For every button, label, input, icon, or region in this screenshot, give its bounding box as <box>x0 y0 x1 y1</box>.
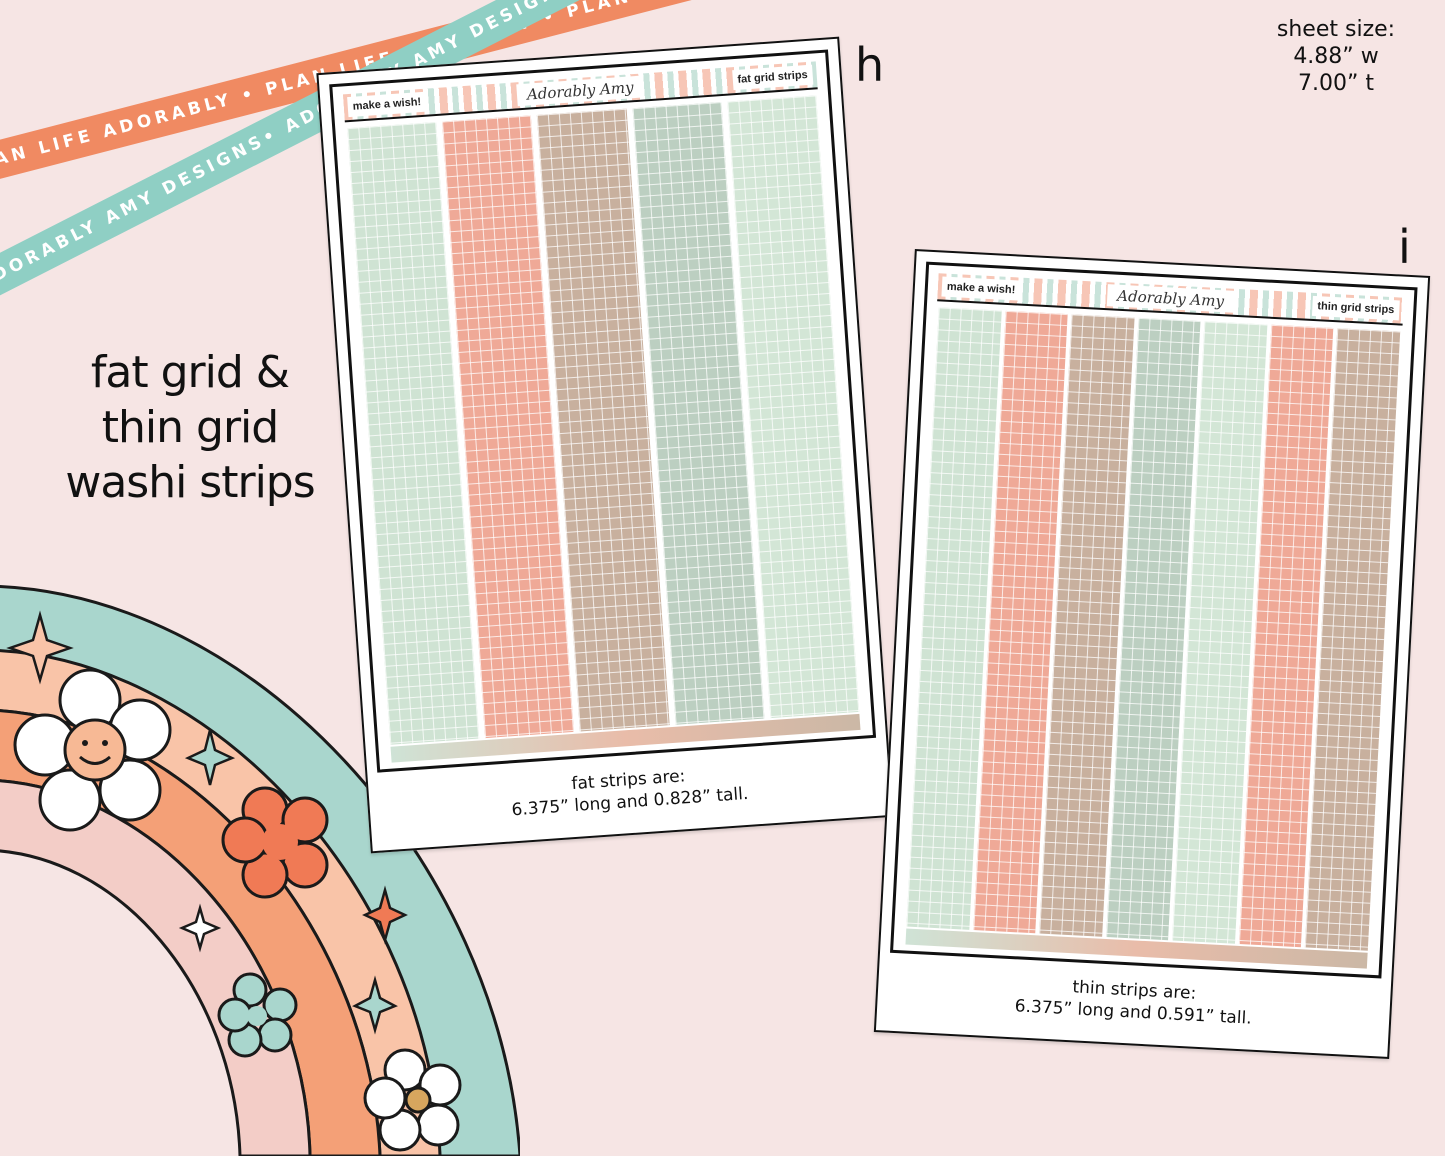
product-heading: fat grid & thin grid washi strips <box>30 345 350 510</box>
heading-line: washi strips <box>65 457 315 508</box>
sheet-left-label: make a wish! <box>941 276 1021 301</box>
sheet-height: 7.00” t <box>1297 71 1374 96</box>
fat-grid-sheet: make a wish! Adorably Amy fat grid strip… <box>316 36 894 854</box>
sheet-right-label: fat grid strips <box>731 64 814 91</box>
sheet-size-info: sheet size: 4.88” w 7.00” t <box>1261 16 1411 97</box>
thin-strips-caption: thin strips are: 6.375” long and 0.591” … <box>877 966 1391 1037</box>
sticker-sheet-preview: make a wish! Adorably Amy fat grid strip… <box>329 49 877 773</box>
sheet-width: 4.88” w <box>1293 44 1379 69</box>
washi-strips <box>347 95 860 745</box>
smiley-flower-icon <box>13 668 172 832</box>
sheet-right-label: thin grid strips <box>1311 295 1400 321</box>
white-flower-icon <box>363 1048 462 1152</box>
thin-grid-sheet: make a wish! Adorably Amy thin grid stri… <box>873 249 1431 1059</box>
brand-logo: Adorably Amy <box>516 75 645 107</box>
variant-letter-h: h <box>855 38 885 92</box>
variant-letter-i: i <box>1398 220 1411 274</box>
sheet-left-label: make a wish! <box>347 91 427 118</box>
mint-flower-icon <box>217 972 298 1058</box>
rainbow-illustration <box>0 585 520 1156</box>
brand-logo: Adorably Amy <box>1106 284 1235 313</box>
sparkle-icon <box>6 610 408 1035</box>
heading-line: thin grid <box>101 402 279 453</box>
sticker-sheet-preview: make a wish! Adorably Amy thin grid stri… <box>890 261 1418 979</box>
sheet-size-label: sheet size: <box>1276 17 1396 42</box>
coral-flower-icon <box>221 786 329 899</box>
washi-strips <box>906 307 1401 951</box>
heading-line: fat grid & <box>90 347 290 398</box>
